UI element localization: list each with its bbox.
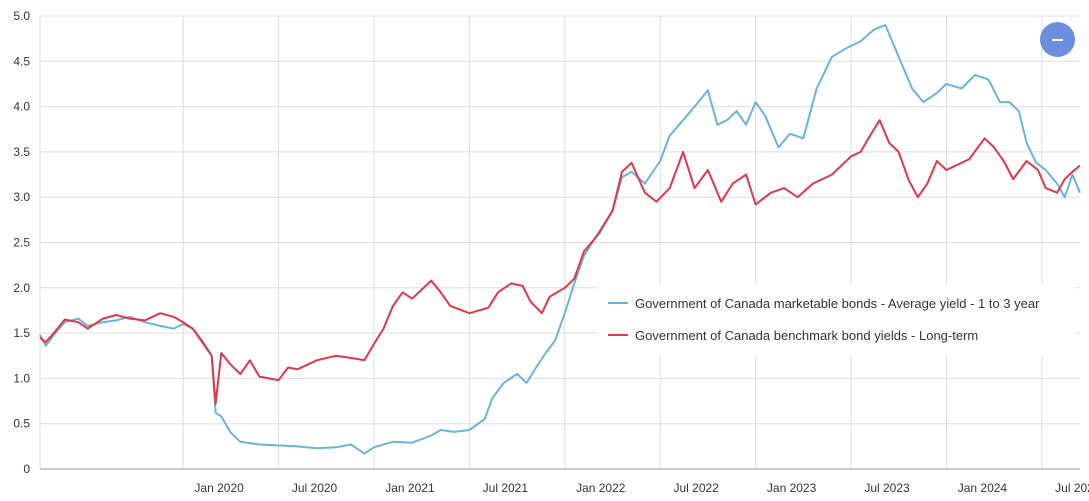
x-tick-label: Jan 2022	[576, 481, 626, 495]
x-tick-label: Jan 2023	[767, 481, 817, 495]
x-tick-label: Jul 2022	[673, 481, 719, 495]
series-lines	[39, 24, 1081, 455]
y-tick-label: 1.5	[13, 326, 30, 340]
legend: Government of Canada marketable bonds - …	[598, 285, 1076, 355]
y-tick-label: 3.5	[13, 145, 30, 159]
y-tick-label: 1.0	[13, 371, 30, 385]
x-tick-label: Jan 2021	[385, 481, 435, 495]
legend-background	[598, 285, 1076, 355]
chart-menu-button[interactable]	[1040, 22, 1075, 57]
y-tick-label: 3.0	[13, 190, 30, 204]
y-tick-label: 4.0	[13, 100, 30, 114]
y-tick-label: 2.0	[13, 281, 30, 295]
x-grid	[39, 16, 1043, 469]
y-tick-label: 4.5	[13, 54, 30, 68]
y-tick-label: 0	[23, 462, 30, 476]
y-tick-label: 0.5	[13, 417, 30, 431]
x-tick-label: Jul 2021	[483, 481, 529, 495]
y-tick-label: 2.5	[13, 236, 30, 250]
x-tick-label: Jan 2024	[958, 481, 1008, 495]
y-axis-labels: 0 0.5 1.0 1.5 2.0 2.5 3.0 3.5 4.0 4.5 5.0	[13, 9, 30, 476]
x-tick-label: Jul 2024	[1055, 481, 1089, 495]
x-axis-labels: Jan 2020 Jul 2020 Jan 2021 Jul 2021 Jan 2022…	[194, 481, 1089, 495]
series-line-2	[39, 119, 1081, 405]
y-grid	[40, 15, 1080, 425]
series-line-1	[39, 24, 1081, 455]
x-tick-label: Jul 2020	[292, 481, 338, 495]
legend-label-2: Government of Canada benchmark bond yiel…	[635, 328, 978, 343]
y-tick-label: 5.0	[13, 9, 30, 23]
x-tick-label: Jan 2020	[194, 481, 244, 495]
minus-icon	[1052, 38, 1063, 41]
legend-label-1: Government of Canada marketable bonds - …	[635, 296, 1040, 311]
x-tick-label: Jul 2023	[864, 481, 910, 495]
